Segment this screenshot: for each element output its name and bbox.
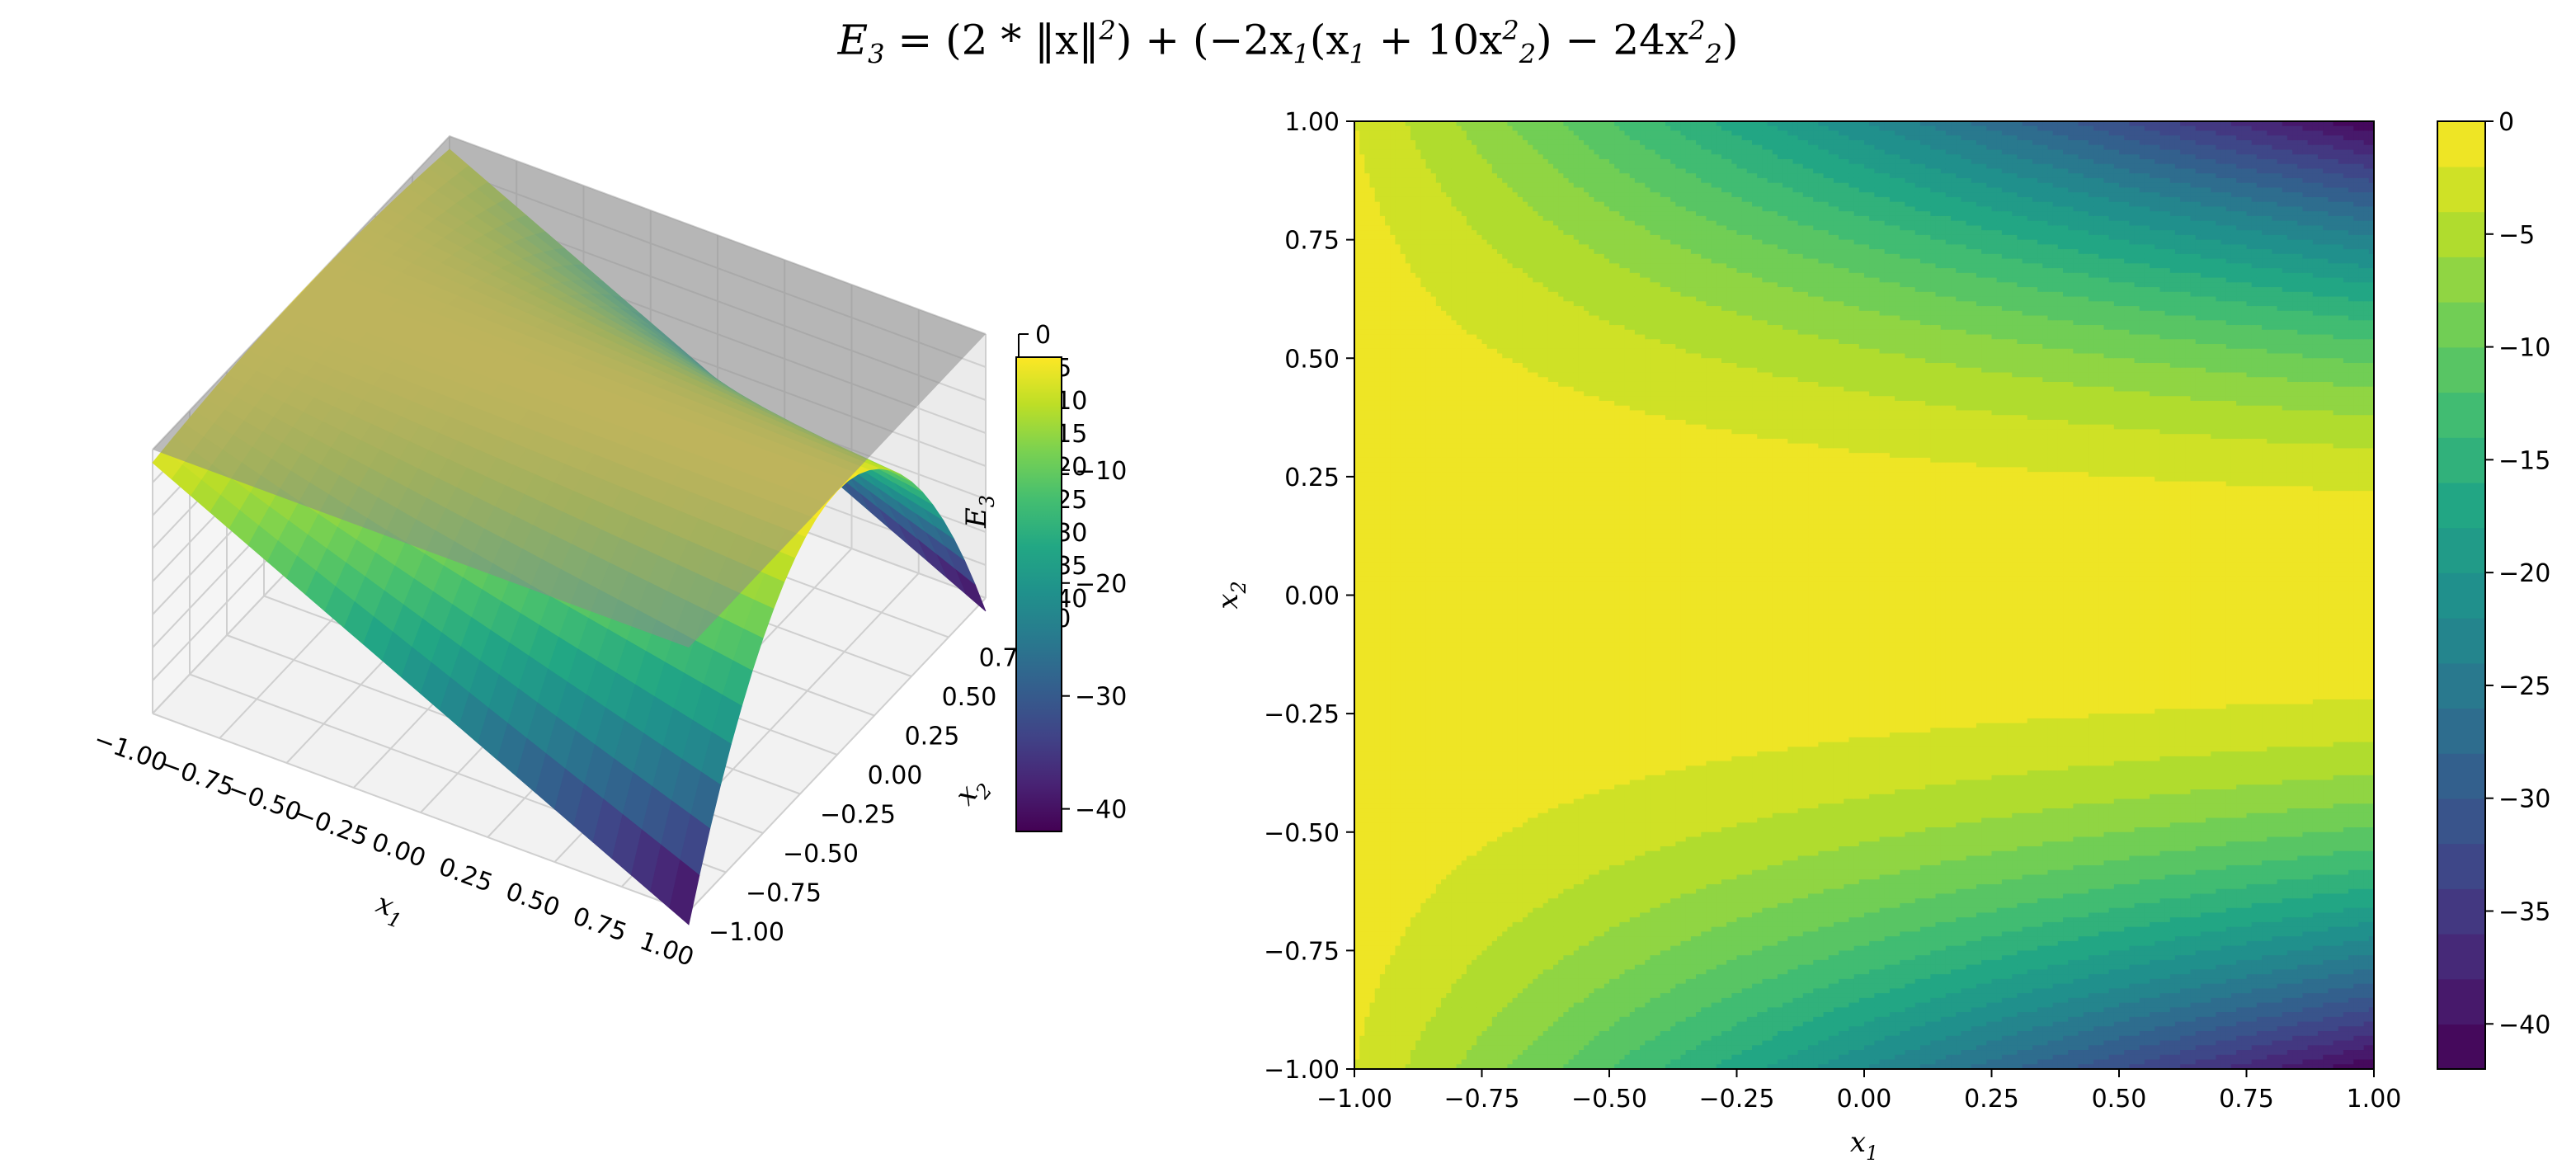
figure-title: E3 = (2 * ‖x‖2) + (−2x1(x1 + 10x22) − 24… (0, 15, 2576, 70)
surface-colorbar-bar (1015, 356, 1062, 832)
x1-axis-label: x1 (370, 887, 409, 933)
contour-colorbar-step (2437, 753, 2485, 799)
z-tick-label: 0 (1035, 321, 1051, 350)
x2-tick-label: 0.25 (905, 723, 960, 751)
surface-colorbar-label: −30 (1075, 683, 1127, 712)
surface-colorbar-label: −20 (1075, 570, 1127, 599)
contour-colorbar-label: −5 (2498, 221, 2535, 250)
surface-colorbar-label: −10 (1075, 457, 1127, 486)
contour-field (1354, 121, 2375, 1070)
contour-colorbar-step (2437, 392, 2485, 438)
x1-tick-label: 1.00 (636, 926, 698, 973)
x2-tick-label: −0.50 (783, 840, 859, 869)
contour-colorbar: 0 −5 −10 −15 −20 −25 −30 −35 −40 (2437, 108, 2550, 1070)
x1-tick-label: 0.75 (569, 902, 631, 948)
contour-colorbar-step (2437, 888, 2485, 935)
contour-x-tick-label: 0.25 (1964, 1085, 2019, 1114)
contour-panel: −1.00 −0.75 −0.50 −0.25 0.00 0.25 0.50 0.75 1.00… (1212, 108, 2401, 1165)
x2-tick-label: −0.25 (820, 801, 896, 830)
contour-y-tick-label: 0.25 (1284, 464, 1340, 492)
x2-tick-label: 0.00 (868, 761, 923, 790)
surface-3d-panel: 0−5−10−15−20−25−30−35−40−1.00−0.75−0.50−… (90, 134, 1087, 973)
x1-tick-label: 0.50 (502, 877, 563, 923)
contour-colorbar-step (2437, 617, 2485, 664)
contour-x-tick-label: −0.25 (1699, 1085, 1775, 1114)
contour-colorbar-step (2437, 301, 2485, 348)
contour-colorbar-label: −35 (2498, 898, 2550, 927)
contour-colorbar-label: −40 (2498, 1010, 2550, 1039)
contour-x-tick-label: −0.75 (1444, 1085, 1520, 1114)
x1-tick-label: 0.25 (435, 852, 497, 898)
contour-colorbar-step (2437, 211, 2485, 257)
contour-x-tick-label: −0.50 (1571, 1085, 1647, 1114)
contour-colorbar-step (2437, 437, 2485, 483)
contour-colorbar-step (2437, 978, 2485, 1025)
contour-colorbar-step (2437, 257, 2485, 303)
contour-colorbar-step (2437, 843, 2485, 889)
contour-y-axis-label: x2 (1212, 581, 1250, 609)
contour-y-tick-label: −0.25 (1264, 700, 1340, 729)
x2-tick-label: 0.50 (942, 683, 997, 712)
x2-tick-label: −0.75 (746, 879, 822, 908)
contour-y-tick-label: −0.50 (1264, 819, 1340, 848)
contour-y-tick-label: 0.75 (1284, 227, 1340, 256)
contour-y-tick-label: −1.00 (1264, 1056, 1340, 1085)
contour-y-tick-label: 1.00 (1284, 108, 1340, 137)
contour-x-tick-label: 1.00 (2347, 1085, 2402, 1114)
contour-x-tick-label: −1.00 (1316, 1085, 1392, 1114)
surface-colorbar-label: −40 (1075, 796, 1127, 825)
contour-y-tick-label: 0.50 (1284, 345, 1340, 374)
contour-colorbar-step (2437, 121, 2485, 167)
contour-colorbar-step (2437, 708, 2485, 754)
contour-colorbar-label: −15 (2498, 446, 2550, 475)
contour-colorbar-step (2437, 527, 2485, 573)
x1-tick-label: −0.25 (291, 799, 372, 852)
contour-colorbar-step (2437, 346, 2485, 393)
contour-colorbar-step (2437, 482, 2485, 529)
contour-colorbar-step (2437, 933, 2485, 980)
contour-colorbar-label: −20 (2498, 559, 2550, 588)
x2-tick-label: −1.00 (709, 918, 784, 947)
contour-colorbar-step (2437, 572, 2485, 619)
contour-colorbar-step (2437, 662, 2485, 709)
contour-colorbar-label: 0 (2498, 108, 2514, 137)
contour-colorbar-label: −10 (2498, 334, 2550, 363)
contour-colorbar-step (2437, 798, 2485, 845)
contour-colorbar-step (2437, 1024, 2485, 1070)
x2-axis-label: x2 (949, 769, 996, 816)
contour-x-tick-label: 0.75 (2219, 1085, 2274, 1114)
contour-y-tick-label: 0.00 (1284, 582, 1340, 611)
contour-x-axis-label: x1 (1850, 1126, 1878, 1165)
contour-colorbar-label: −30 (2498, 785, 2550, 814)
contour-x-tick-label: 0.00 (1837, 1085, 1892, 1114)
x1-tick-label: 0.00 (368, 827, 430, 874)
contour-x-tick-label: 0.50 (2092, 1085, 2147, 1114)
contour-colorbar-step (2437, 166, 2485, 213)
contour-colorbar-label: −25 (2498, 672, 2550, 701)
contour-y-tick-label: −0.75 (1264, 937, 1340, 966)
